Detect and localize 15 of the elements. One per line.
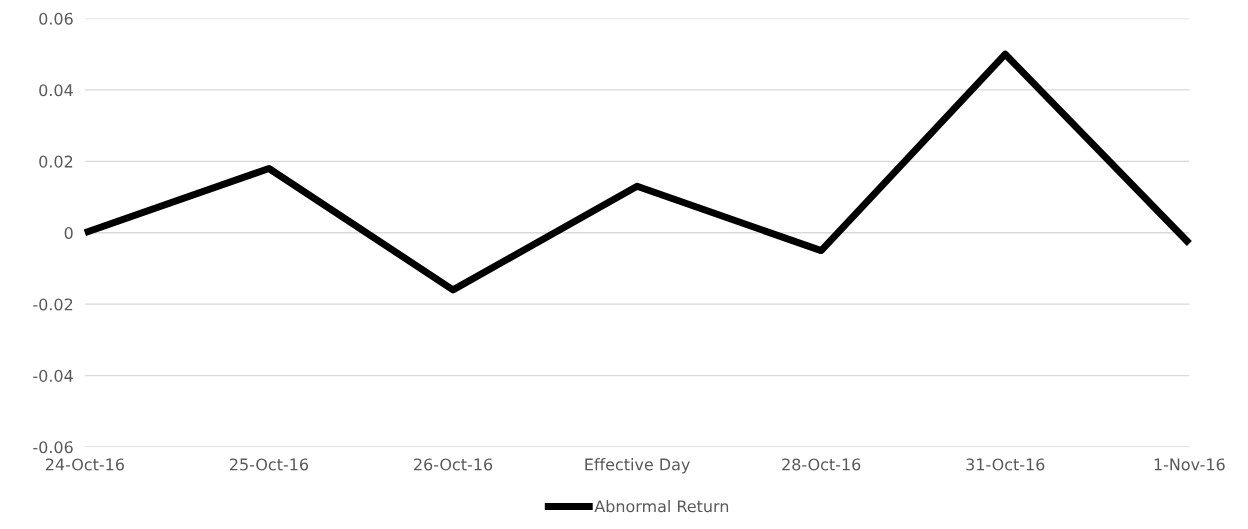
- x-tick-label: 28-Oct-16: [782, 458, 861, 471]
- y-tick-label: -0.04: [33, 369, 73, 382]
- x-tick-label: Effective Day: [585, 458, 690, 474]
- x-tick-label: 24-Oct-16: [45, 458, 124, 471]
- y-tick-label: 0.02: [39, 155, 73, 168]
- x-tick-label: 26-Oct-16: [414, 458, 493, 471]
- y-tick-label: 0.04: [39, 84, 73, 97]
- x-tick-label: 1-Nov-16: [1154, 458, 1225, 471]
- y-tick-label: -0.02: [33, 298, 73, 311]
- y-tick-label: 0.06: [39, 12, 73, 25]
- legend-label: Abnormal Return: [594, 499, 729, 513]
- x-tick-label: 31-Oct-16: [966, 458, 1045, 471]
- x-tick-label: 25-Oct-16: [230, 458, 309, 471]
- y-tick-label: -0.06: [33, 441, 73, 454]
- y-tick-label: 0: [64, 226, 73, 240]
